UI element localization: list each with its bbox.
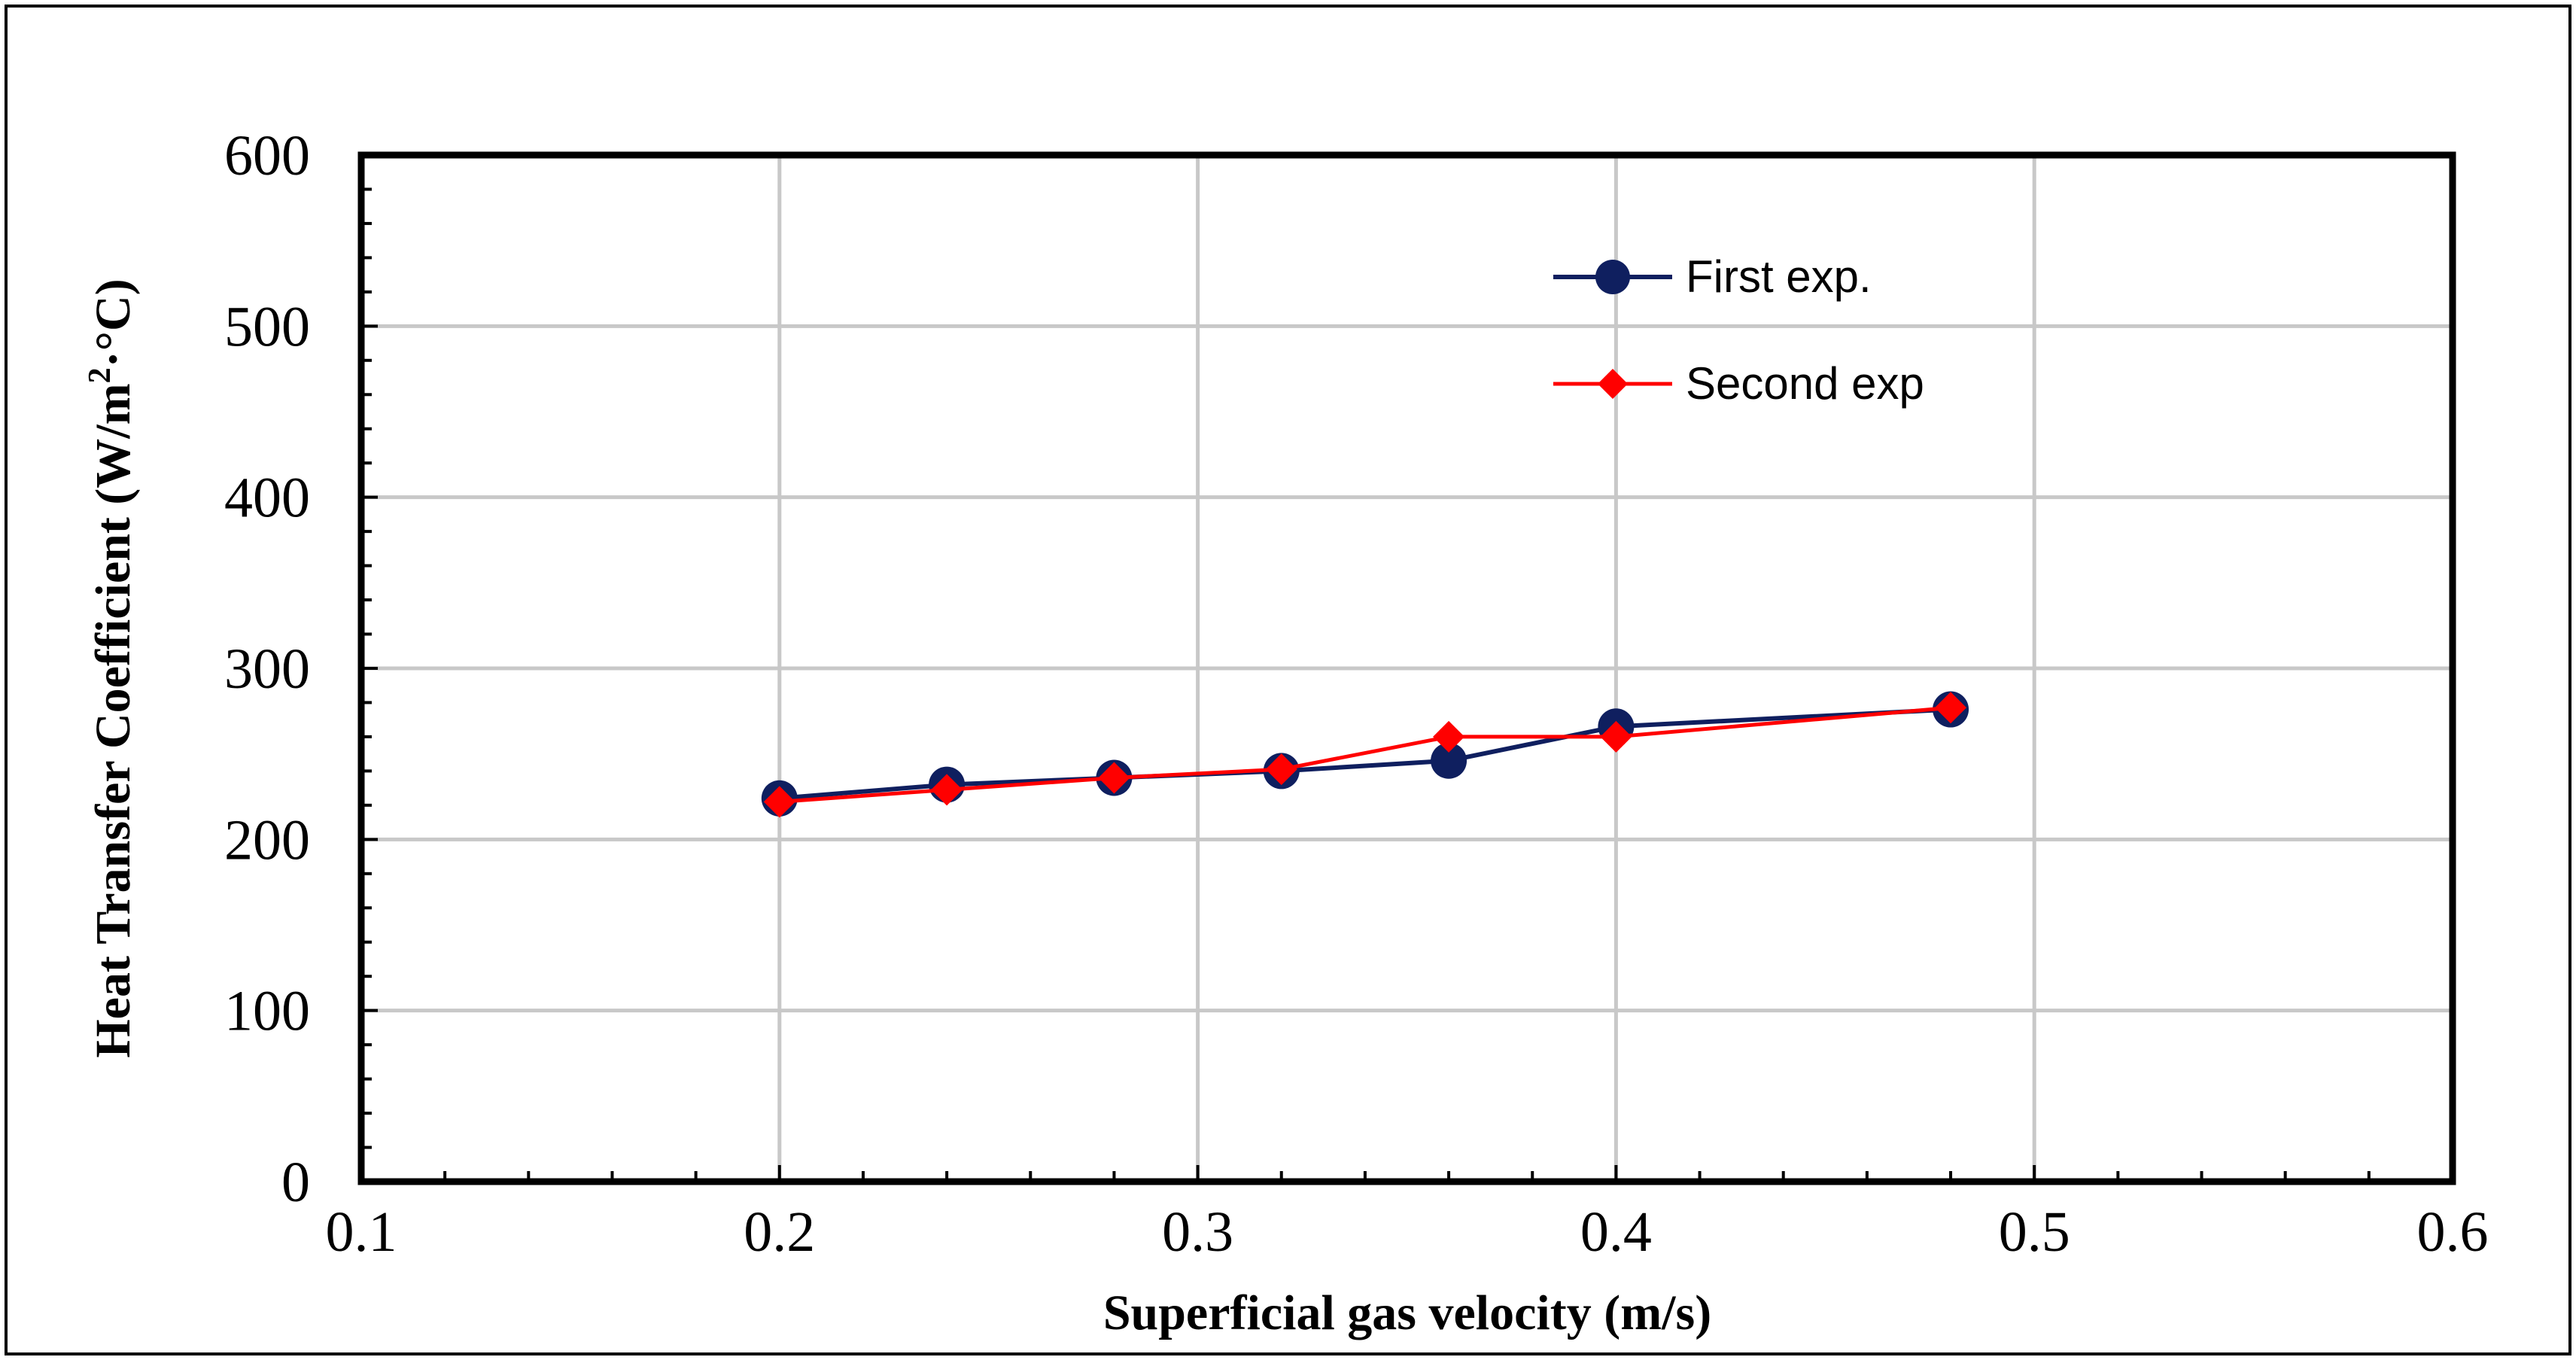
grid-layer (361, 155, 2453, 1182)
series-2-point (1433, 720, 1465, 753)
series-layer (761, 691, 1969, 818)
series-2-point (1935, 692, 1967, 724)
y-tick-label: 200 (224, 808, 310, 872)
x-tick-label: 0.2 (744, 1200, 815, 1264)
legend-marker-second (1598, 369, 1628, 399)
legend-label-first: First exp. (1686, 251, 1872, 302)
x-tick-label: 0.5 (1999, 1200, 2070, 1264)
x-tick-label: 0.1 (326, 1200, 397, 1264)
outer-frame (5, 5, 2571, 1355)
series-2-point (1600, 720, 1632, 753)
y-axis-title: Heat Transfer Coefficient (W/m2·°C) (83, 278, 141, 1057)
y-axis-title-superscript: 2 (83, 367, 117, 383)
x-tick-label: 0.6 (2417, 1200, 2489, 1264)
series-2-point (931, 774, 963, 806)
legend: First exp. Second exp (1553, 251, 1924, 409)
series-2-point (763, 786, 795, 818)
legend-label-second: Second exp (1686, 358, 1924, 409)
x-tick-label: 0.3 (1162, 1200, 1233, 1264)
series-1-point (1431, 742, 1467, 779)
x-axis-title: Superficial gas velocity (m/s) (1103, 1285, 1711, 1340)
y-tick-label: 400 (224, 467, 310, 530)
y-tick-label: 500 (224, 295, 310, 358)
series-2-point (1265, 753, 1297, 786)
y-tick-label: 300 (224, 637, 310, 701)
x-tick-label: 0.4 (1580, 1200, 1652, 1264)
y-axis-title-main: Heat Transfer Coefficient (W/m (86, 383, 141, 1057)
y-axis-title-tail: ·°C) (86, 278, 141, 367)
y-tick-label: 100 (224, 980, 310, 1043)
legend-marker-first (1595, 260, 1630, 294)
label-layer: 0.1 0.2 0.3 0.4 0.5 0.6 0 100 200 300 400 500 600 (224, 124, 2489, 1264)
plot-area-frame (357, 151, 2456, 1185)
y-tick-label: 0 (281, 1151, 310, 1214)
series-2-point (1098, 762, 1130, 794)
y-tick-label: 600 (224, 124, 310, 187)
